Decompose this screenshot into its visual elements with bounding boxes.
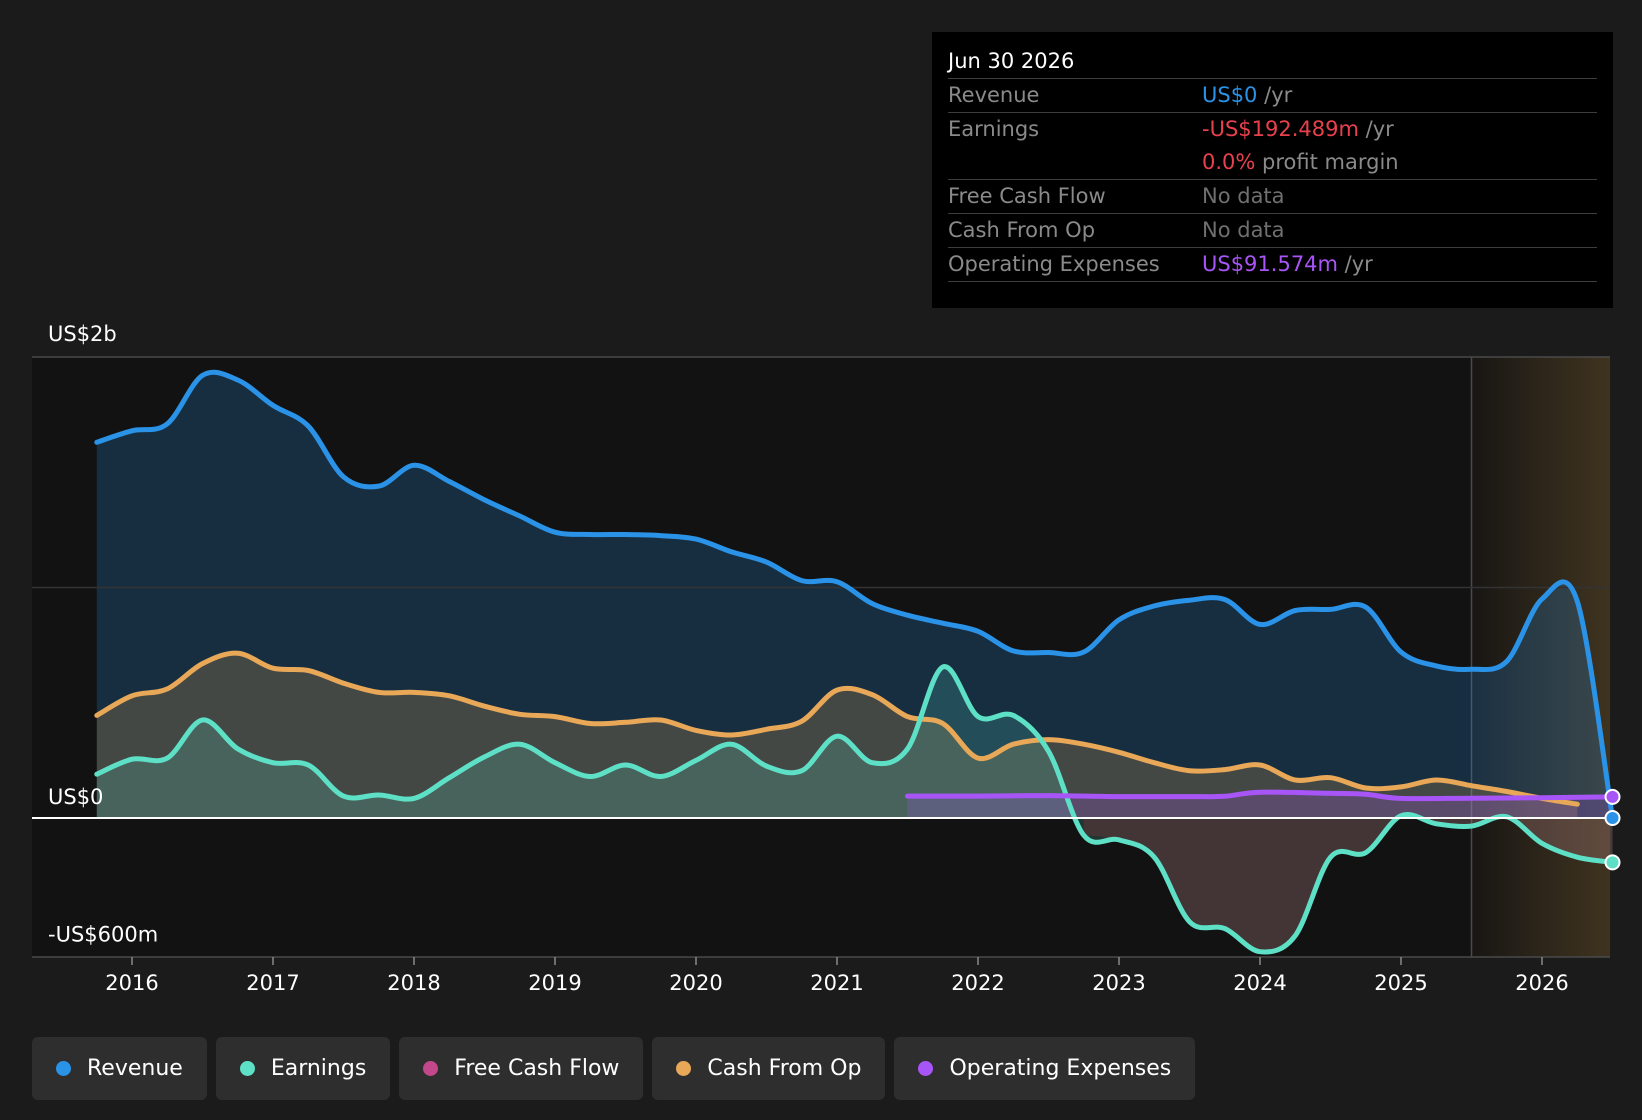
legend-item-revenue[interactable]: Revenue xyxy=(32,1037,207,1100)
legend: Revenue Earnings Free Cash Flow Cash Fro… xyxy=(32,1037,1196,1100)
tooltip-label: Operating Expenses xyxy=(948,252,1160,276)
tooltip-label: Revenue xyxy=(948,83,1040,107)
x-tick-label: 2024 xyxy=(1233,971,1286,995)
y-tick-label: US$0 xyxy=(48,785,103,809)
tooltip-value: US$91.574m xyxy=(1202,252,1338,276)
tooltip-unit: /yr xyxy=(1257,83,1293,107)
x-tick-label: 2017 xyxy=(246,971,299,995)
earnings-line xyxy=(94,664,1615,955)
operating-expenses-area xyxy=(907,792,1613,818)
revenue-end-marker xyxy=(1604,810,1621,826)
legend-item-free-cash-flow[interactable]: Free Cash Flow xyxy=(399,1037,644,1100)
y-tick-label: -US$600m xyxy=(48,922,158,946)
legend-label: Cash From Op xyxy=(707,1056,862,1081)
legend-item-cash-from-op[interactable]: Cash From Op xyxy=(652,1037,886,1100)
tooltip: Jun 30 2026 Revenue US$0 /yr Earnings -U… xyxy=(932,32,1613,308)
x-tick-label: 2019 xyxy=(528,971,581,995)
legend-dot-icon xyxy=(918,1061,934,1076)
x-tick-label: 2026 xyxy=(1515,971,1568,995)
revenue-line xyxy=(94,369,1615,821)
tooltip-unit: /yr xyxy=(1358,117,1394,141)
tooltip-row-profit-margin: 0.0% profit margin xyxy=(948,146,1597,180)
tooltip-label: Cash From Op xyxy=(948,218,1096,242)
tooltip-row-revenue: Revenue US$0 /yr xyxy=(948,79,1597,113)
x-tick-label: 2021 xyxy=(810,971,863,995)
legend-label: Earnings xyxy=(270,1056,367,1081)
legend-item-operating-expenses[interactable]: Operating Expenses xyxy=(894,1037,1196,1100)
legend-label: Operating Expenses xyxy=(949,1056,1172,1081)
tooltip-row-operating-expenses: Operating Expenses US$91.574m /yr xyxy=(948,248,1597,282)
legend-item-earnings[interactable]: Earnings xyxy=(215,1037,391,1100)
tooltip-label xyxy=(948,146,1202,179)
tooltip-label: Earnings xyxy=(948,117,1040,141)
tooltip-label: Free Cash Flow xyxy=(948,184,1106,208)
legend-dot-icon xyxy=(423,1061,439,1076)
earnings-area xyxy=(96,666,1613,952)
tooltip-value: No data xyxy=(1202,218,1285,242)
cash-from-op-line xyxy=(94,650,1580,807)
earnings-negative-area xyxy=(1083,816,1613,952)
earnings-end-marker xyxy=(1604,854,1621,871)
operating-expenses-end-marker xyxy=(1604,788,1621,805)
x-tick-label: 2022 xyxy=(951,971,1004,995)
legend-dot-icon xyxy=(239,1061,255,1076)
tooltip-value: 0.0% xyxy=(1202,150,1256,174)
legend-dot-icon xyxy=(676,1061,692,1076)
tooltip-unit: /yr xyxy=(1338,252,1373,276)
x-tick-label: 2018 xyxy=(387,971,440,995)
operating-expenses-line xyxy=(905,789,1615,802)
x-tick-label: 2016 xyxy=(105,971,158,995)
tooltip-row-cash-from-op: Cash From Op No data xyxy=(948,214,1597,248)
tooltip-row-earnings: Earnings -US$192.489m /yr xyxy=(948,113,1597,146)
x-tick-label: 2025 xyxy=(1374,971,1427,995)
tooltip-unit: profit margin xyxy=(1255,150,1399,174)
y-tick-label: US$2b xyxy=(48,322,117,346)
tooltip-row-free-cash-flow: Free Cash Flow No data xyxy=(948,180,1597,214)
tooltip-value: -US$192.489m xyxy=(1202,117,1359,141)
legend-dot-icon xyxy=(56,1061,71,1076)
x-tick-label: 2020 xyxy=(669,971,722,995)
tooltip-value: US$0 xyxy=(1202,83,1258,107)
plot-background xyxy=(32,357,1610,957)
legend-label: Free Cash Flow xyxy=(454,1056,620,1081)
tooltip-value: No data xyxy=(1202,184,1285,208)
x-tick-label: 2023 xyxy=(1092,971,1145,995)
tooltip-date: Jun 30 2026 xyxy=(948,44,1597,79)
legend-label: Revenue xyxy=(87,1056,183,1081)
